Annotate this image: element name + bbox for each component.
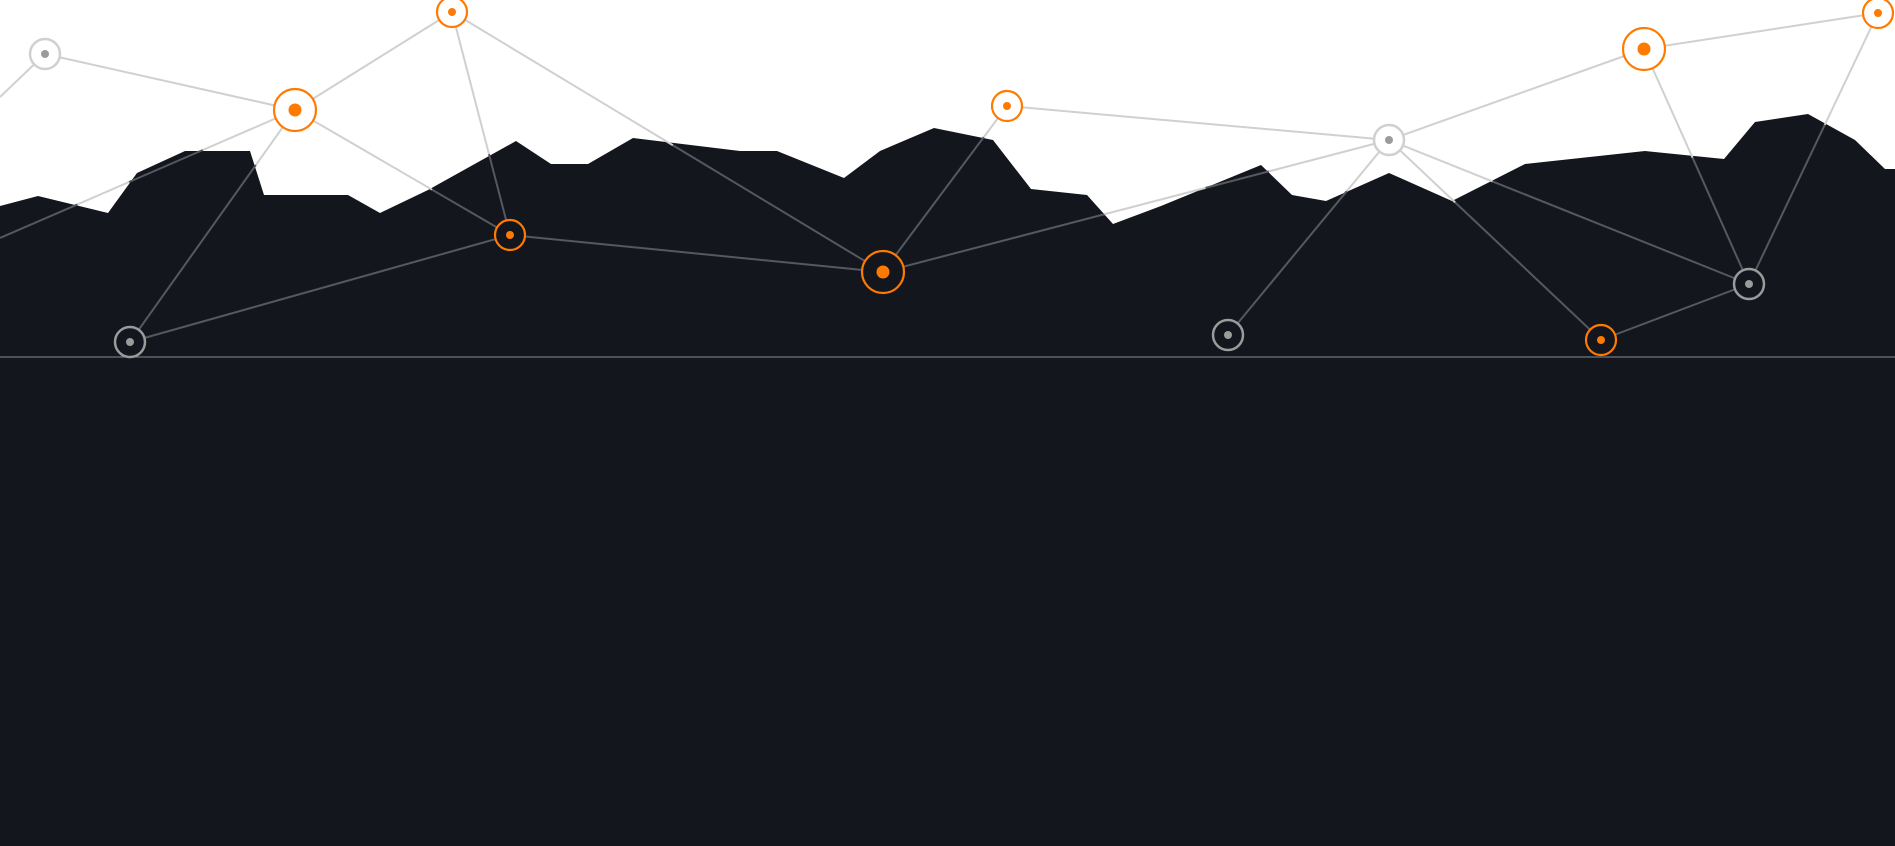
- network-link: [44, 53, 296, 111]
- node-dot: [1385, 136, 1393, 144]
- network-node-icon: [272, 87, 318, 133]
- network-nodes: [28, 0, 1895, 359]
- network-link: [1643, 12, 1879, 50]
- network-link: [128, 149, 204, 183]
- network-link: [509, 234, 884, 273]
- network-link: [451, 11, 490, 155]
- network-node-icon: [493, 218, 527, 252]
- network-link: [882, 213, 1105, 273]
- network-link: [294, 109, 433, 191]
- network-link: [1748, 124, 1826, 285]
- node-dot: [288, 103, 302, 117]
- node-dot: [1637, 42, 1651, 56]
- network-link: [1205, 170, 1270, 189]
- node-dot: [1224, 331, 1232, 339]
- network-node-icon: [1732, 267, 1766, 301]
- network-link: [1600, 283, 1750, 341]
- network-node-icon: [435, 0, 469, 29]
- network-link: [1227, 190, 1348, 336]
- node-dot: [126, 338, 134, 346]
- network-link: [1388, 48, 1645, 141]
- network-link: [1691, 157, 1750, 285]
- network-link: [0, 203, 78, 239]
- network-link: [1454, 201, 1602, 341]
- network-node-icon: [113, 325, 147, 359]
- network-link: [294, 11, 453, 111]
- node-dot: [1874, 9, 1882, 17]
- node-dot: [876, 265, 890, 279]
- network-link: [451, 11, 674, 147]
- network-node-icon: [1584, 323, 1618, 357]
- network-link: [1492, 180, 1750, 285]
- network-link: [1006, 105, 1390, 141]
- skyline-silhouette: [0, 114, 1895, 846]
- network-link: [129, 164, 257, 343]
- network-node-icon: [1861, 0, 1895, 30]
- node-dot: [1003, 102, 1011, 110]
- node-dot: [1745, 280, 1753, 288]
- network-link: [1268, 139, 1390, 173]
- network-link: [77, 181, 130, 206]
- network-node-icon: [28, 37, 62, 71]
- network-node-icon: [1621, 26, 1667, 72]
- network-node-icon: [860, 249, 906, 295]
- node-dot: [41, 50, 49, 58]
- node-dot: [506, 231, 514, 239]
- network-link: [1823, 12, 1879, 126]
- network-node-icon: [1372, 123, 1406, 157]
- network-link: [882, 136, 985, 273]
- network-links: [0, 11, 1879, 343]
- node-dot: [1597, 336, 1605, 344]
- network-link: [672, 144, 884, 273]
- network-link: [129, 234, 511, 343]
- network-node-icon: [1211, 318, 1245, 352]
- network-link: [1104, 186, 1206, 216]
- node-dot: [448, 8, 456, 16]
- network-node-icon: [990, 89, 1024, 123]
- network-link: [1388, 139, 1493, 183]
